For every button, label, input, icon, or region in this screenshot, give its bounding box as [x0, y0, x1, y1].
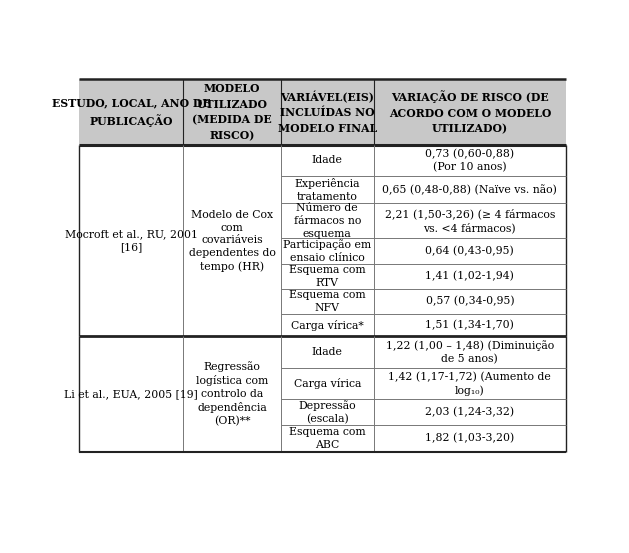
Text: Regressão
logística com
controlo da
dependência
(OR)**: Regressão logística com controlo da depe…: [196, 362, 269, 426]
Text: Li et al., EUA, 2005 [19]: Li et al., EUA, 2005 [19]: [64, 389, 198, 399]
Text: 1,41 (1,02-1,94): 1,41 (1,02-1,94): [425, 271, 515, 281]
Text: 1,22 (1,00 – 1,48) (Diminuição
de 5 anos): 1,22 (1,00 – 1,48) (Diminuição de 5 anos…: [386, 340, 554, 364]
Text: Modelo de Cox
com
covariáveis
dependentes do
tempo (HR): Modelo de Cox com covariáveis dependente…: [189, 210, 276, 272]
Text: 2,03 (1,24-3,32): 2,03 (1,24-3,32): [425, 407, 515, 418]
Bar: [79, 79, 566, 145]
Text: Mocroft et al., RU, 2001
[16]: Mocroft et al., RU, 2001 [16]: [65, 229, 198, 252]
Text: 0,57 (0,34-0,95): 0,57 (0,34-0,95): [425, 296, 514, 306]
Text: ESTUDO, LOCAL, ANO DE
PUBLICAÇÃO: ESTUDO, LOCAL, ANO DE PUBLICAÇÃO: [52, 97, 210, 127]
Text: 2,21 (1,50-3,26) (≥ 4 fármacos
vs. <4 fármacos): 2,21 (1,50-3,26) (≥ 4 fármacos vs. <4 fá…: [385, 208, 555, 233]
Text: 1,42 (1,17-1,72) (Aumento de
log₁₀): 1,42 (1,17-1,72) (Aumento de log₁₀): [389, 372, 551, 395]
Text: Esquema com
NFV: Esquema com NFV: [289, 290, 365, 313]
Text: 0,65 (0,48-0,88) (Naïve vs. não): 0,65 (0,48-0,88) (Naïve vs. não): [382, 184, 557, 195]
Text: MODELO
UTILIZADO
(MEDIDA DE
RISCO): MODELO UTILIZADO (MEDIDA DE RISCO): [192, 84, 272, 141]
Text: VARIÁVEL(EIS)
INCLUÍDAS NO
MODELO FINAL: VARIÁVEL(EIS) INCLUÍDAS NO MODELO FINAL: [277, 91, 377, 134]
Text: 0,73 (0,60-0,88)
(Por 10 anos): 0,73 (0,60-0,88) (Por 10 anos): [425, 149, 515, 172]
Text: Depressão
(escala): Depressão (escala): [298, 400, 356, 424]
Text: Esquema com
ABC: Esquema com ABC: [289, 427, 365, 450]
Text: Participação em
ensaio clínico: Participação em ensaio clínico: [283, 239, 371, 263]
Text: 0,64 (0,43-0,95): 0,64 (0,43-0,95): [425, 246, 514, 257]
Text: 1,82 (1,03-3,20): 1,82 (1,03-3,20): [425, 434, 515, 444]
Text: Número de
fármacos no
esquema: Número de fármacos no esquema: [294, 203, 361, 239]
Text: Carga vírica: Carga vírica: [294, 378, 361, 389]
Text: Carga vírica*: Carga vírica*: [291, 320, 364, 331]
Text: VARIAÇÃO DE RISCO (DE
ACORDO COM O MODELO
UTILIZADO): VARIAÇÃO DE RISCO (DE ACORDO COM O MODEL…: [389, 90, 551, 134]
Text: Esquema com
RTV: Esquema com RTV: [289, 265, 365, 288]
Text: Idade: Idade: [312, 155, 343, 165]
Text: Experiência
tratamento: Experiência tratamento: [294, 178, 360, 201]
Text: 1,51 (1,34-1,70): 1,51 (1,34-1,70): [425, 320, 515, 331]
Text: Idade: Idade: [312, 347, 343, 357]
